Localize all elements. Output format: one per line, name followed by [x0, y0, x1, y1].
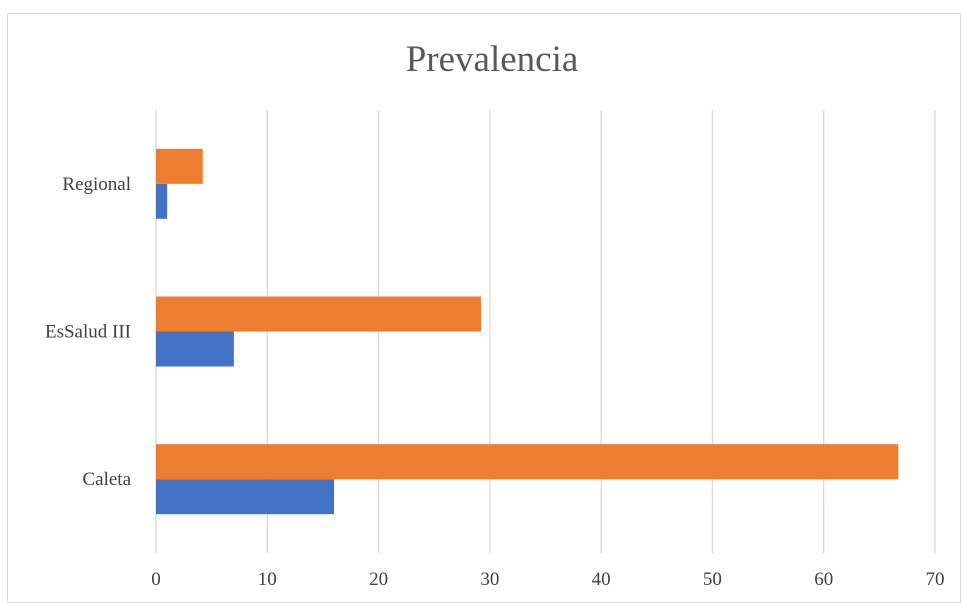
x-tick-label: 0	[151, 569, 161, 590]
bar	[156, 148, 203, 184]
category-label: Caleta	[82, 469, 131, 490]
x-tick-label: 70	[926, 569, 945, 590]
x-tick-label: 50	[703, 569, 722, 590]
y-axis-category-labels: Caleta EsSalud III Regional	[45, 174, 132, 490]
x-tick-label: 60	[814, 569, 833, 590]
x-tick-label: 30	[480, 569, 499, 590]
x-tick-label: 20	[369, 569, 388, 590]
bar	[156, 479, 335, 515]
category-label: EsSalud III	[45, 322, 131, 343]
category-label: Regional	[62, 174, 131, 195]
x-tick-label: 40	[592, 569, 611, 590]
bar	[156, 331, 234, 367]
bar	[156, 296, 481, 332]
bars	[156, 148, 899, 515]
chart-title: Prevalencia	[406, 39, 579, 80]
x-tick-label: 10	[258, 569, 277, 590]
bar	[156, 444, 899, 480]
x-axis-tick-labels: 0 10 20 30 40 50 60 70	[151, 569, 944, 590]
bar	[156, 183, 168, 219]
